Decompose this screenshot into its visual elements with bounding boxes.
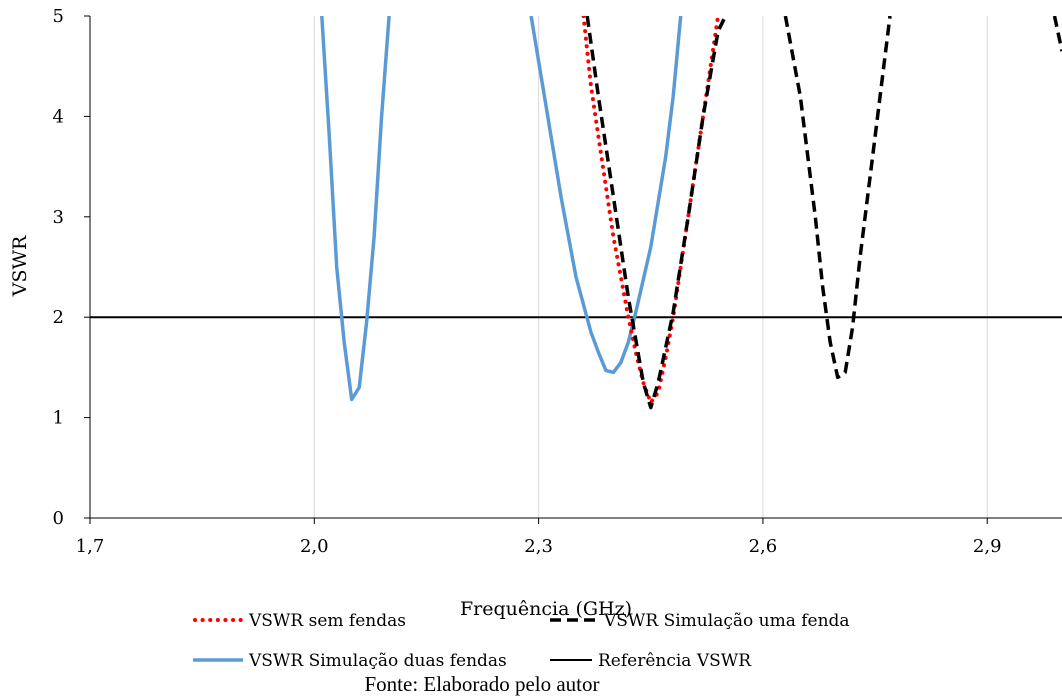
- series-line-vswr-simula-o-duas-fendas: [320, 16, 683, 402]
- legend-label: VSWR sem fendas: [248, 611, 406, 631]
- y-tick-label: 5: [53, 6, 64, 27]
- y-tick-label: 1: [53, 408, 64, 429]
- legend-item: VSWR Simulação duas fendas: [193, 651, 507, 671]
- y-axis-title: VSWR: [9, 235, 31, 297]
- legend: VSWR sem fendas VSWR Simulação uma fenda V…: [193, 611, 850, 671]
- x-axis-title: Frequência (GHz): [460, 598, 632, 620]
- series-line-vswr-simula-o-uma-fenda: [585, 16, 1062, 410]
- y-tick-label: 2: [53, 307, 64, 328]
- axes: [84, 15, 1062, 524]
- legend-label: Referência VSWR: [598, 651, 752, 671]
- series-layer: [90, 16, 1062, 410]
- grid-lines: [313, 16, 988, 518]
- y-tick-label: 3: [53, 207, 64, 228]
- x-tick-label: 2,3: [524, 536, 553, 557]
- legend-item: Referência VSWR: [550, 651, 752, 671]
- series-line-vswr-sem-fendas: [581, 16, 721, 405]
- y-tick-labels: 0 1 2 3 4 5: [53, 6, 64, 529]
- x-tick-label: 2,6: [749, 536, 778, 557]
- legend-label: VSWR Simulação uma fenda: [603, 611, 850, 631]
- x-tick-label: 1,7: [76, 536, 105, 557]
- x-tick-labels: 1,7 2,0 2,3 2,6 2,9: [76, 536, 1002, 557]
- y-tick-label: 4: [53, 106, 64, 127]
- legend-label: VSWR Simulação duas fendas: [248, 651, 507, 671]
- legend-item: VSWR Simulação uma fenda: [550, 611, 850, 631]
- figure-caption: Fonte: Elaborado pelo autor: [364, 672, 599, 696]
- x-tick-label: 2,9: [973, 536, 1002, 557]
- x-tick-label: 2,0: [300, 536, 329, 557]
- legend-item: VSWR sem fendas: [193, 611, 406, 631]
- y-tick-label: 0: [53, 508, 64, 529]
